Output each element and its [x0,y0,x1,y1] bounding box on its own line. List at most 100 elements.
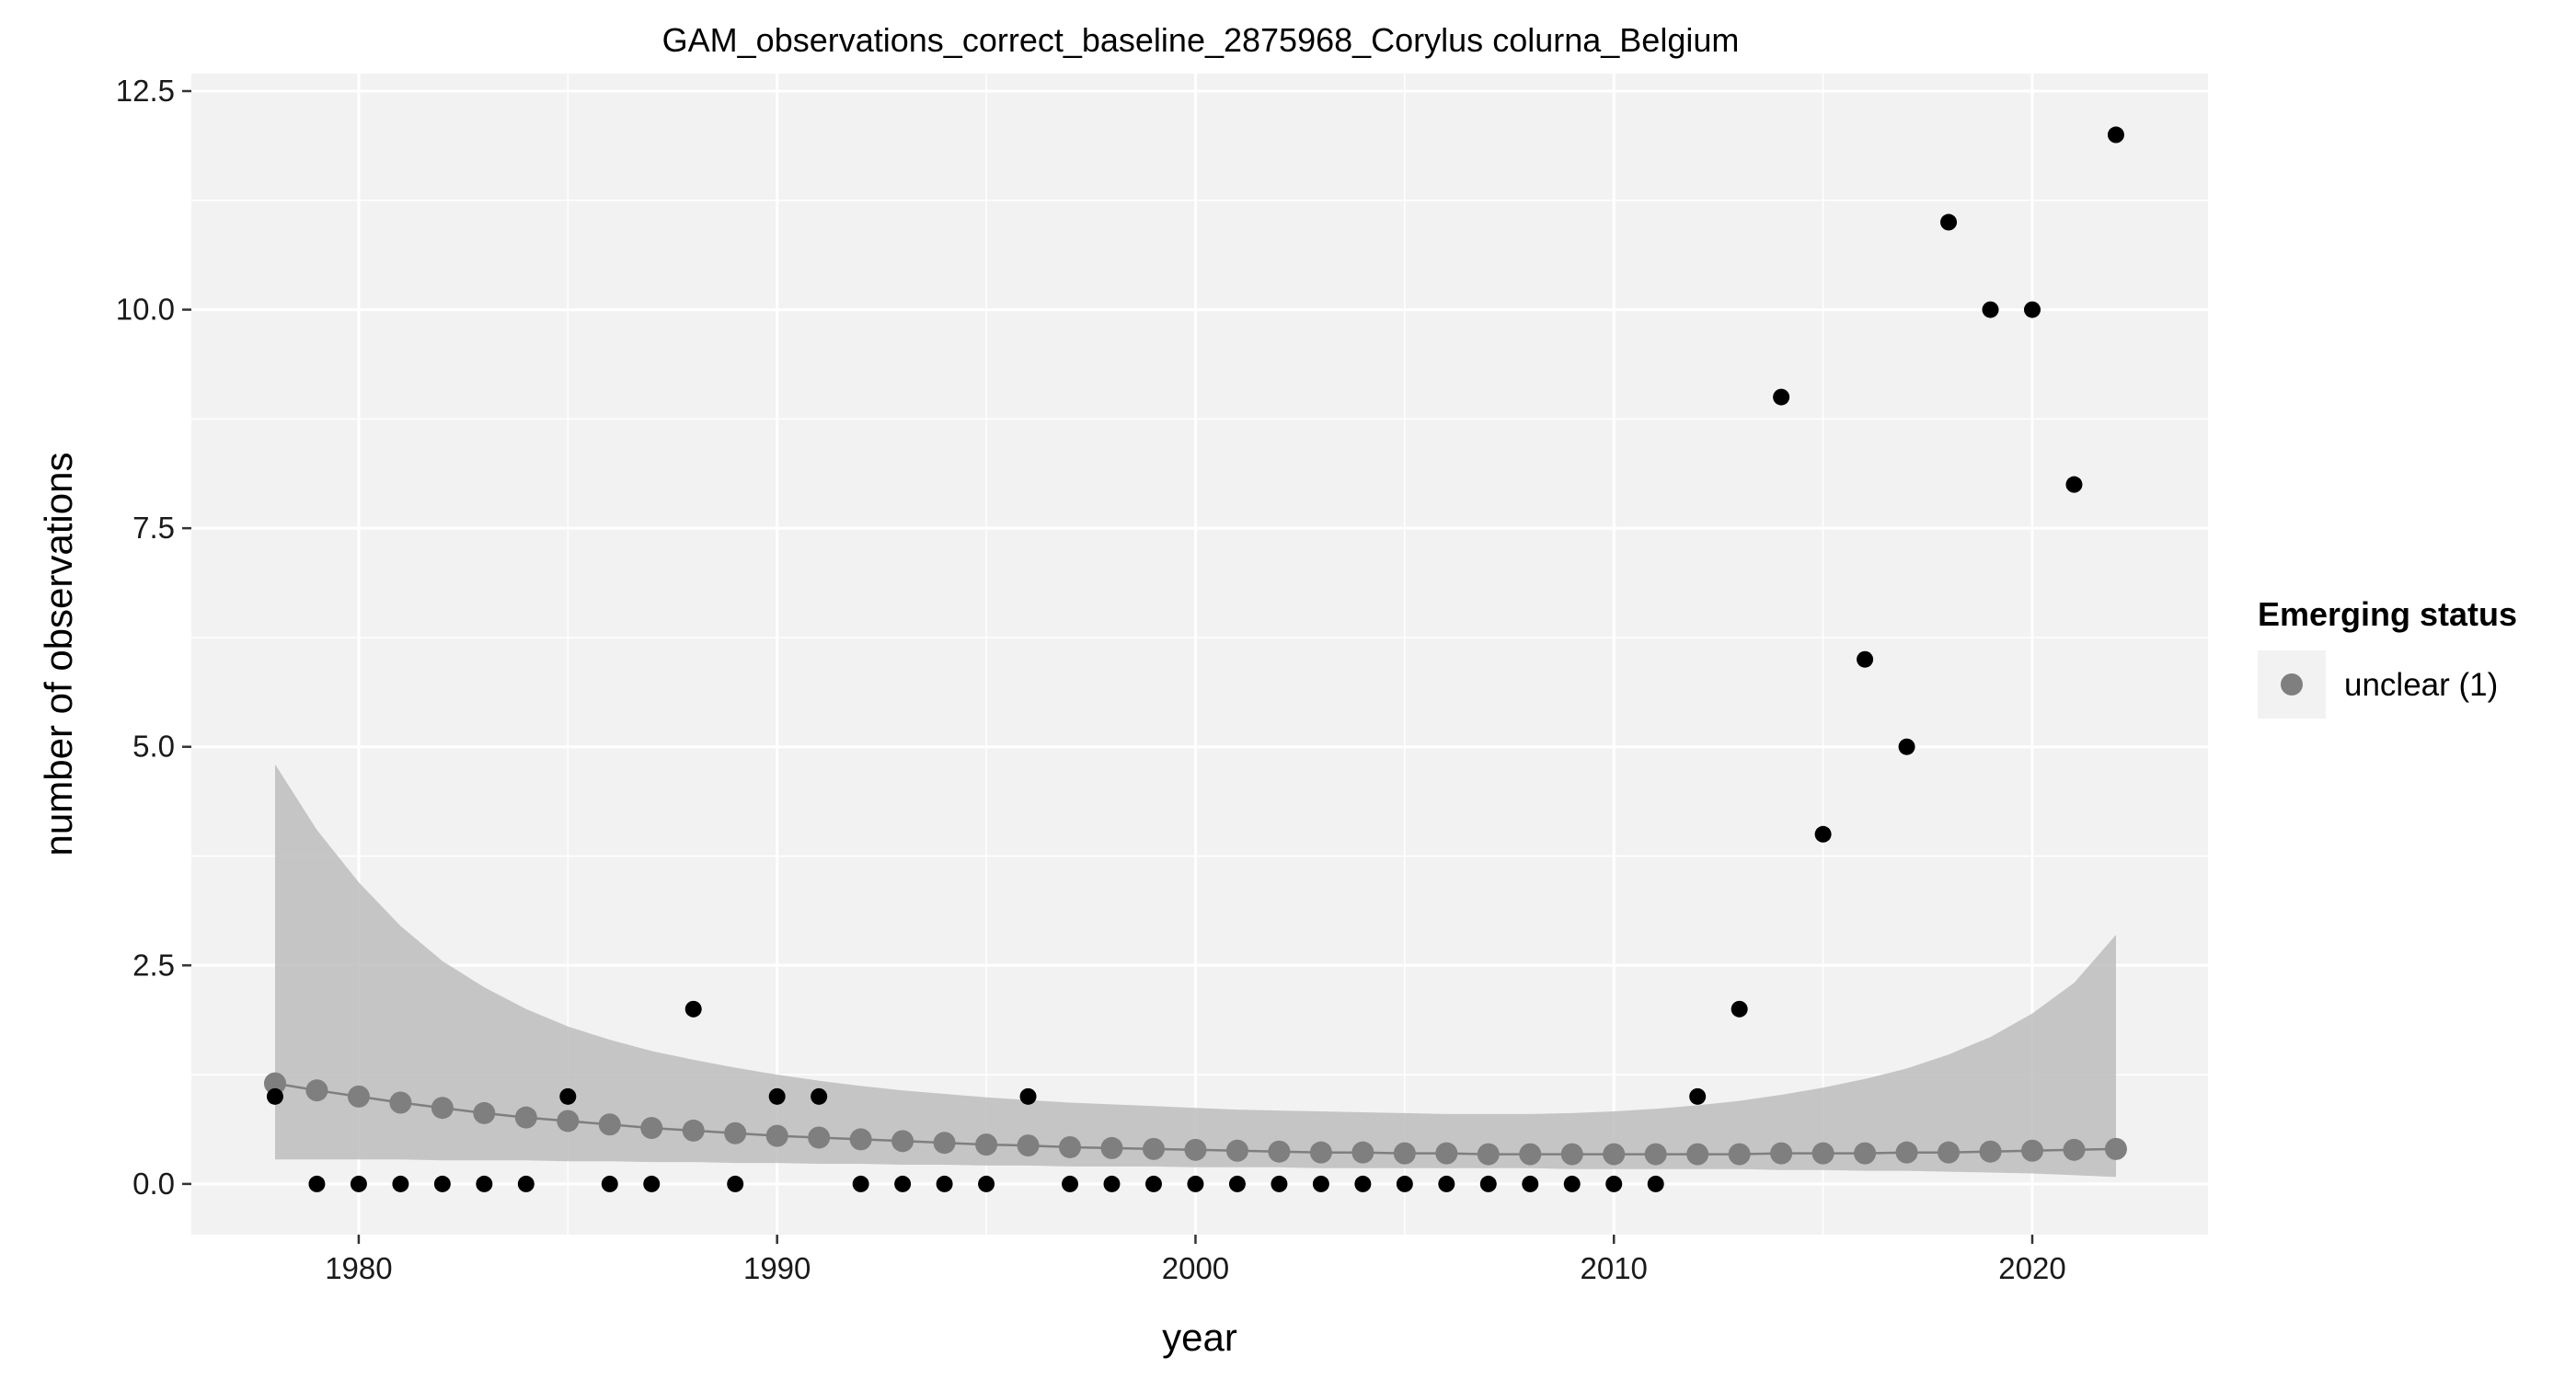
fit-point [682,1119,705,1142]
fit-point [1686,1143,1709,1166]
fit-point [1184,1138,1207,1161]
observed-point [1438,1175,1455,1192]
observed-point [1144,1175,1162,1192]
observed-point [392,1175,409,1192]
legend: Emerging status unclear (1) [2258,595,2517,719]
fit-point [2104,1137,2127,1160]
observed-point [727,1175,744,1192]
fit-point [431,1097,454,1120]
fit-point [514,1106,537,1129]
fit-point [2063,1138,2086,1161]
observed-point [1647,1175,1664,1192]
y-axis-title: number of observations [37,453,80,857]
observed-point [1605,1175,1623,1192]
observed-point [978,1175,995,1192]
fit-point [1811,1142,1834,1165]
observed-point [350,1175,367,1192]
fit-point [640,1117,663,1140]
observed-point [1187,1175,1204,1192]
fit-point [1477,1143,1500,1166]
observed-point [433,1175,451,1192]
fit-point [1854,1142,1877,1165]
fit-point [347,1085,370,1108]
x-tick-label: 1980 [325,1251,392,1285]
observed-point [601,1175,618,1192]
observed-point [1857,650,1874,668]
observed-point [852,1175,869,1192]
fit-point [598,1113,621,1136]
fit-point [933,1132,956,1155]
fit-point [1728,1143,1751,1166]
fit-point [263,1072,286,1095]
x-axis-title: year [1162,1316,1237,1359]
fit-point [1603,1143,1626,1166]
fit-point [1560,1143,1583,1166]
fit-point [389,1091,412,1114]
observed-points [266,126,2124,1192]
observed-point [1773,388,1790,406]
fit-point [1895,1141,1918,1164]
fit-point [1100,1136,1123,1159]
fit-point [1770,1142,1793,1165]
fit-point [1268,1140,1291,1163]
fit-point [305,1079,328,1102]
observed-point [1689,1087,1707,1105]
fit-point [765,1124,788,1147]
fit-point [1351,1141,1374,1164]
observed-point [1312,1175,1329,1192]
observed-point [1563,1175,1581,1192]
x-tick-label: 2000 [1162,1251,1229,1285]
observed-point [1228,1175,1246,1192]
observed-point [1396,1175,1413,1192]
observed-point [1354,1175,1372,1192]
y-tick-label: 12.5 [116,74,175,108]
fit-points [263,1072,2127,1166]
x-tick-label: 1990 [743,1251,811,1285]
fit-point [2020,1139,2043,1162]
observed-point [936,1175,953,1192]
fit-point [1644,1143,1667,1166]
observed-point [1982,301,1999,318]
observed-point [266,1087,283,1105]
fit-point [1979,1140,2002,1163]
fit-point [1435,1142,1458,1165]
fit-point [808,1126,831,1149]
observed-point [1479,1175,1497,1192]
legend-label-unclear: unclear (1) [2344,667,2498,703]
y-tick-label: 2.5 [132,948,175,982]
observed-point [308,1175,326,1192]
y-tick-label: 10.0 [116,293,175,327]
observed-point [684,1000,702,1018]
fit-point [724,1121,747,1144]
fit-point [849,1128,872,1151]
observed-point [1103,1175,1121,1192]
fit-point [557,1110,580,1133]
observed-point [1271,1175,1288,1192]
fit-point [1017,1134,1040,1157]
y-tick-label: 7.5 [132,511,175,545]
grid-minor [191,74,2208,1235]
chart-title: GAM_observations_correct_baseline_287596… [662,21,1740,59]
x-tick-label: 2010 [1581,1251,1648,1285]
x-tick-label: 2020 [1998,1251,2065,1285]
y-axis: 0.0 2.5 5.0 7.5 10.0 12.5 [116,74,191,1201]
observed-point [2107,126,2124,144]
observed-point [643,1175,661,1192]
observed-point [517,1175,535,1192]
observed-point [1940,213,1958,231]
fit-point [1309,1141,1332,1164]
x-axis: 1980 1990 2000 2010 2020 [325,1235,2066,1285]
y-tick-label: 0.0 [132,1167,175,1201]
observed-point [559,1087,577,1105]
fit-point [1225,1139,1248,1162]
confidence-ribbon [275,764,2116,1178]
observed-point [1522,1175,1539,1192]
fit-point [1938,1141,1961,1164]
y-tick-label: 5.0 [132,730,175,764]
observed-point [476,1175,493,1192]
fit-point [1059,1135,1082,1158]
legend-key-point [2281,673,2303,696]
fit-point [891,1130,914,1153]
observed-point [1019,1087,1037,1105]
